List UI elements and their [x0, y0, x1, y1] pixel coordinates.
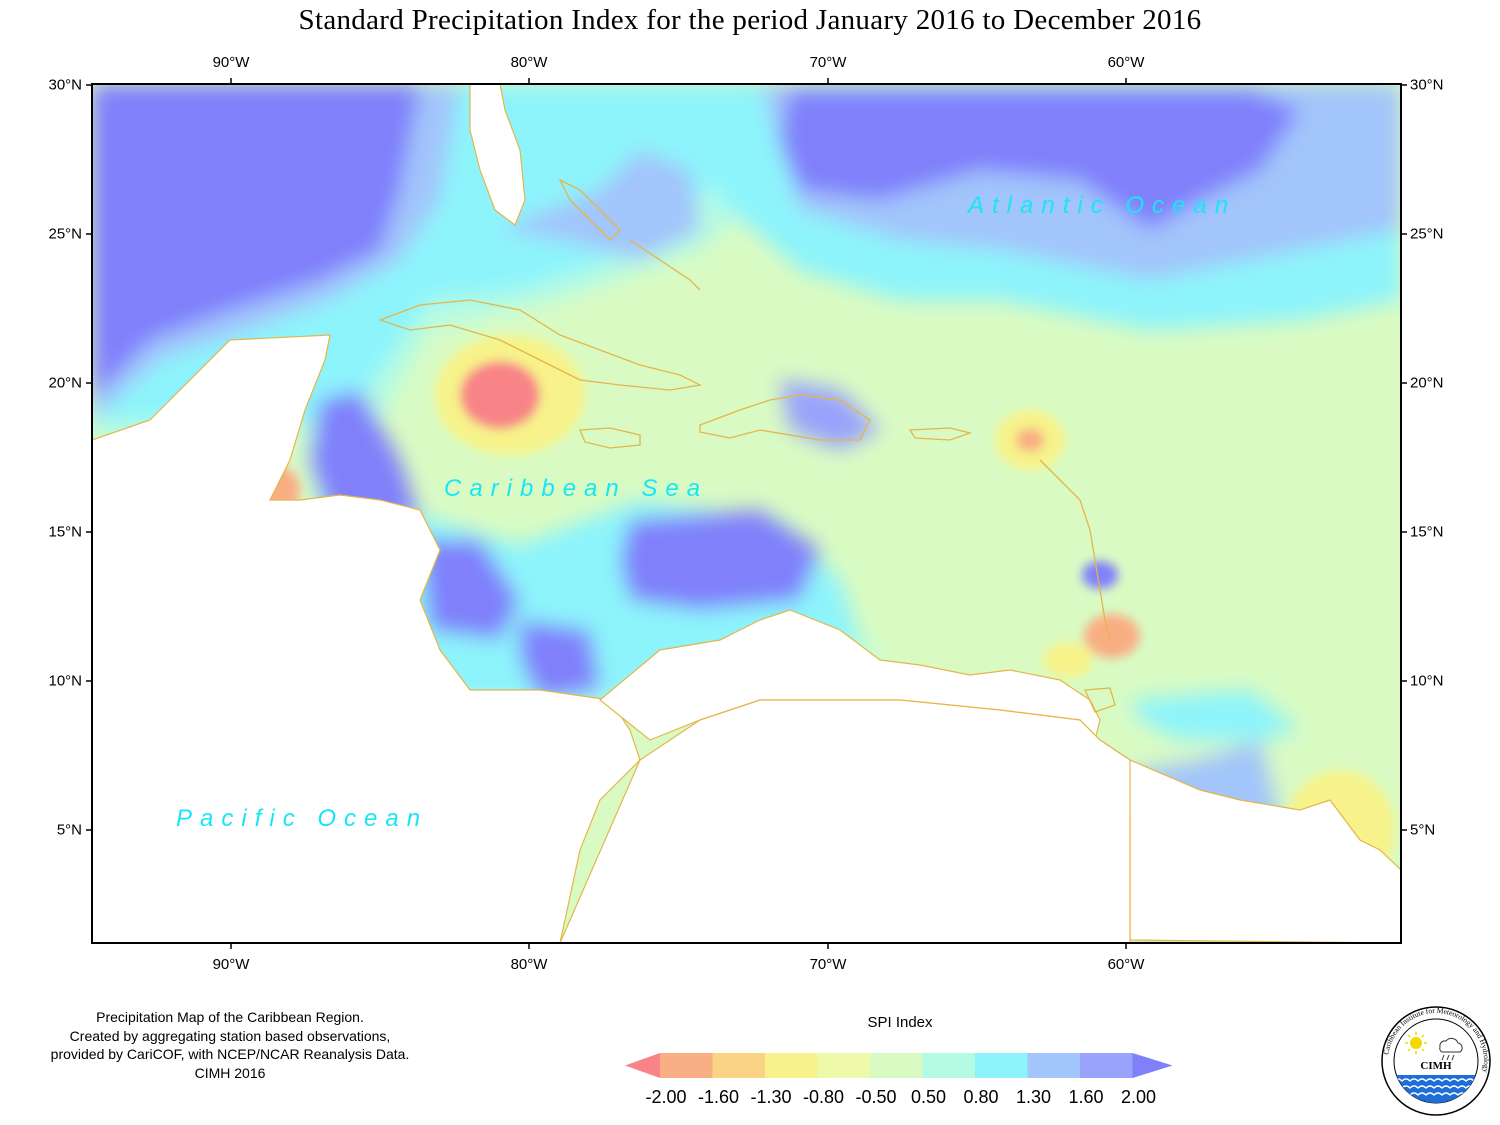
lat-label-left-20n: 20°N	[48, 374, 82, 392]
legend-value: -1.60	[697, 1087, 740, 1107]
legend-swatch	[817, 1053, 871, 1078]
cloud-icon	[1439, 1037, 1463, 1061]
lat-label-right-25n: 25°N	[1410, 225, 1444, 243]
credit-line-2: Created by aggregating station based obs…	[69, 1027, 391, 1044]
legend-swatch	[922, 1053, 976, 1078]
map-title: Standard Precipitation Index for the per…	[298, 4, 1202, 36]
sun-icon	[1405, 1032, 1427, 1054]
legend-arrow-right	[1132, 1053, 1173, 1078]
legend-swatch	[765, 1053, 818, 1078]
lon-label-bottom-70w: 70°W	[809, 956, 847, 973]
legend-arrow-left	[625, 1053, 660, 1078]
legend-title: SPI Index	[867, 1014, 933, 1031]
legend-swatch	[1027, 1053, 1081, 1078]
spi-field	[92, 84, 1401, 943]
lat-label-left-5n: 5°N	[56, 821, 82, 839]
lat-label-left-25n: 25°N	[48, 225, 82, 243]
lon-label-bottom-90w: 90°W	[212, 956, 250, 973]
lon-label-top-90w: 90°W	[212, 54, 250, 71]
lat-label-right-10n: 10°N	[1410, 672, 1444, 690]
map-frame	[91, 83, 1402, 944]
legend-value: -1.30	[750, 1087, 792, 1107]
lat-label-left-30n: 30°N	[48, 76, 82, 94]
credit-text: Precipitation Map of the Caribbean Regio…	[20, 1008, 440, 1082]
lat-label-right-20n: 20°N	[1410, 374, 1444, 392]
legend-swatch	[870, 1053, 923, 1078]
lat-label-right-15n: 15°N	[1410, 523, 1444, 541]
legend-swatch	[712, 1053, 766, 1078]
legend-value: -0.80	[802, 1087, 845, 1107]
caribbean-sea-label: Caribbean Sea	[444, 475, 709, 502]
legend-swatch	[975, 1053, 1028, 1078]
land-masses	[92, 84, 1401, 943]
credit-line-3: provided by CariCOF, with NCEP/NCAR Rean…	[50, 1046, 410, 1062]
credit-line-4: CIMH 2016	[194, 1064, 266, 1081]
lon-label-bottom-80w: 80°W	[510, 956, 548, 973]
lat-label-right-5n: 5°N	[1410, 821, 1436, 839]
logo-cimh-text: CIMH	[1420, 1060, 1452, 1072]
atlantic-ocean-label: Atlantic Ocean	[968, 192, 1237, 219]
legend-swatch	[660, 1053, 713, 1078]
axis-ticks	[86, 78, 1407, 949]
legend-value: 2.00	[1120, 1087, 1157, 1107]
legend-colorbar	[625, 1053, 1173, 1078]
lat-label-left-15n: 15°N	[48, 523, 82, 541]
lon-label-top-70w: 70°W	[809, 54, 847, 71]
lon-label-top-60w: 60°W	[1107, 54, 1145, 71]
legend-swatch	[1080, 1053, 1133, 1078]
legend-value: 1.60	[1068, 1087, 1104, 1107]
lat-label-right-30n: 30°N	[1410, 76, 1444, 94]
legend-value: 1.30	[1015, 1087, 1052, 1107]
legend-value: -0.50	[855, 1087, 897, 1107]
lat-label-left-10n: 10°N	[48, 672, 82, 690]
lon-label-top-80w: 80°W	[510, 54, 548, 71]
legend-value: 0.50	[910, 1087, 947, 1107]
legend-value: 0.80	[963, 1087, 999, 1107]
pacific-ocean-label: Pacific Ocean	[176, 805, 429, 832]
lon-label-bottom-60w: 60°W	[1107, 956, 1145, 973]
island-outlines	[378, 178, 1116, 713]
legend-value: -2.00	[645, 1087, 687, 1107]
cimh-logo: Caribbean Institute for Meteorology and …	[1381, 1006, 1491, 1116]
credit-line-1: Precipitation Map of the Caribbean Regio…	[96, 1009, 364, 1025]
